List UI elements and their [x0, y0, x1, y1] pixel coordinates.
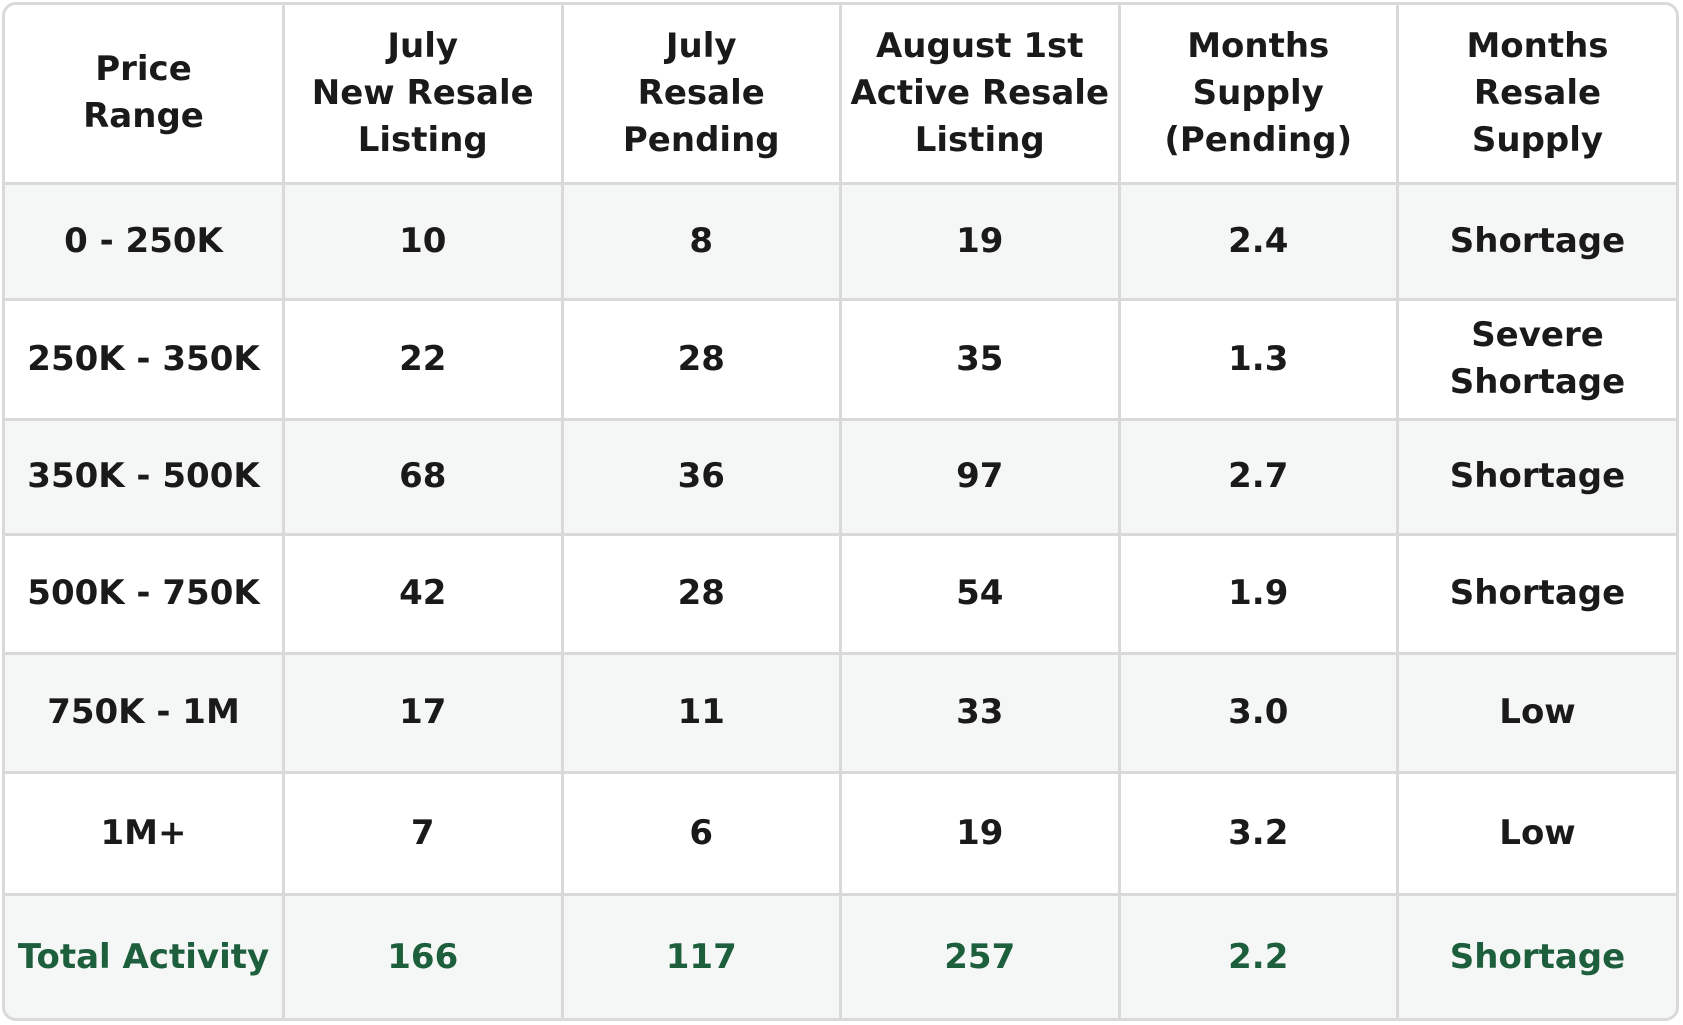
header-price-range: Price Range — [5, 5, 285, 185]
total-months-supply: 2.2 — [1117, 892, 1399, 1018]
cell-supply-status: Shortage — [1396, 417, 1676, 536]
cell-active-listing: 35 — [839, 297, 1121, 421]
cell-active-listing: 54 — [839, 532, 1121, 655]
cell-months-supply: 3.0 — [1117, 651, 1399, 774]
total-supply-status: Shortage — [1396, 892, 1676, 1018]
cell-pending: 36 — [560, 417, 842, 536]
cell-months-supply: 2.4 — [1117, 181, 1399, 301]
cell-price-range: 250K - 350K — [5, 297, 285, 421]
cell-months-supply: 3.2 — [1117, 770, 1399, 896]
cell-new-listing: 42 — [282, 532, 564, 655]
cell-pending: 8 — [560, 181, 842, 301]
cell-price-range: 1M+ — [5, 770, 285, 896]
cell-active-listing: 97 — [839, 417, 1121, 536]
header-months-resale-supply: Months Resale Supply — [1396, 5, 1676, 185]
market-table: Price Range July New Resale Listing July… — [5, 5, 1676, 1018]
cell-active-listing: 19 — [839, 770, 1121, 896]
cell-supply-status: Severe Shortage — [1396, 297, 1676, 421]
cell-pending: 11 — [560, 651, 842, 774]
header-july-resale-pending: July Resale Pending — [560, 5, 842, 185]
cell-new-listing: 7 — [282, 770, 564, 896]
cell-new-listing: 17 — [282, 651, 564, 774]
cell-new-listing: 10 — [282, 181, 564, 301]
cell-price-range: 750K - 1M — [5, 651, 285, 774]
table-row: 350K - 500K 68 36 97 2.7 Shortage — [5, 417, 1676, 536]
cell-pending: 6 — [560, 770, 842, 896]
total-row: Total Activity 166 117 257 2.2 Shortage — [5, 892, 1676, 1018]
table-row: 0 - 250K 10 8 19 2.4 Shortage — [5, 181, 1676, 301]
cell-active-listing: 19 — [839, 181, 1121, 301]
total-new-listing: 166 — [282, 892, 564, 1018]
header-row: Price Range July New Resale Listing July… — [5, 5, 1676, 185]
cell-new-listing: 22 — [282, 297, 564, 421]
cell-pending: 28 — [560, 297, 842, 421]
table-row: 1M+ 7 6 19 3.2 Low — [5, 770, 1676, 896]
cell-price-range: 350K - 500K — [5, 417, 285, 536]
total-label: Total Activity — [5, 892, 285, 1018]
cell-months-supply: 2.7 — [1117, 417, 1399, 536]
cell-months-supply: 1.9 — [1117, 532, 1399, 655]
cell-supply-status: Shortage — [1396, 532, 1676, 655]
cell-new-listing: 68 — [282, 417, 564, 536]
header-months-supply-pending: Months Supply (Pending) — [1117, 5, 1399, 185]
cell-price-range: 0 - 250K — [5, 181, 285, 301]
table-row: 250K - 350K 22 28 35 1.3 Severe Shortage — [5, 297, 1676, 421]
cell-supply-status: Low — [1396, 770, 1676, 896]
table-row: 750K - 1M 17 11 33 3.0 Low — [5, 651, 1676, 774]
cell-active-listing: 33 — [839, 651, 1121, 774]
cell-price-range: 500K - 750K — [5, 532, 285, 655]
cell-supply-status: Low — [1396, 651, 1676, 774]
header-july-new-resale-listing: July New Resale Listing — [282, 5, 564, 185]
total-active-listing: 257 — [839, 892, 1121, 1018]
total-pending: 117 — [560, 892, 842, 1018]
cell-pending: 28 — [560, 532, 842, 655]
cell-months-supply: 1.3 — [1117, 297, 1399, 421]
header-august-active-resale-listing: August 1st Active Resale Listing — [839, 5, 1121, 185]
cell-supply-status: Shortage — [1396, 181, 1676, 301]
table-row: 500K - 750K 42 28 54 1.9 Shortage — [5, 532, 1676, 655]
